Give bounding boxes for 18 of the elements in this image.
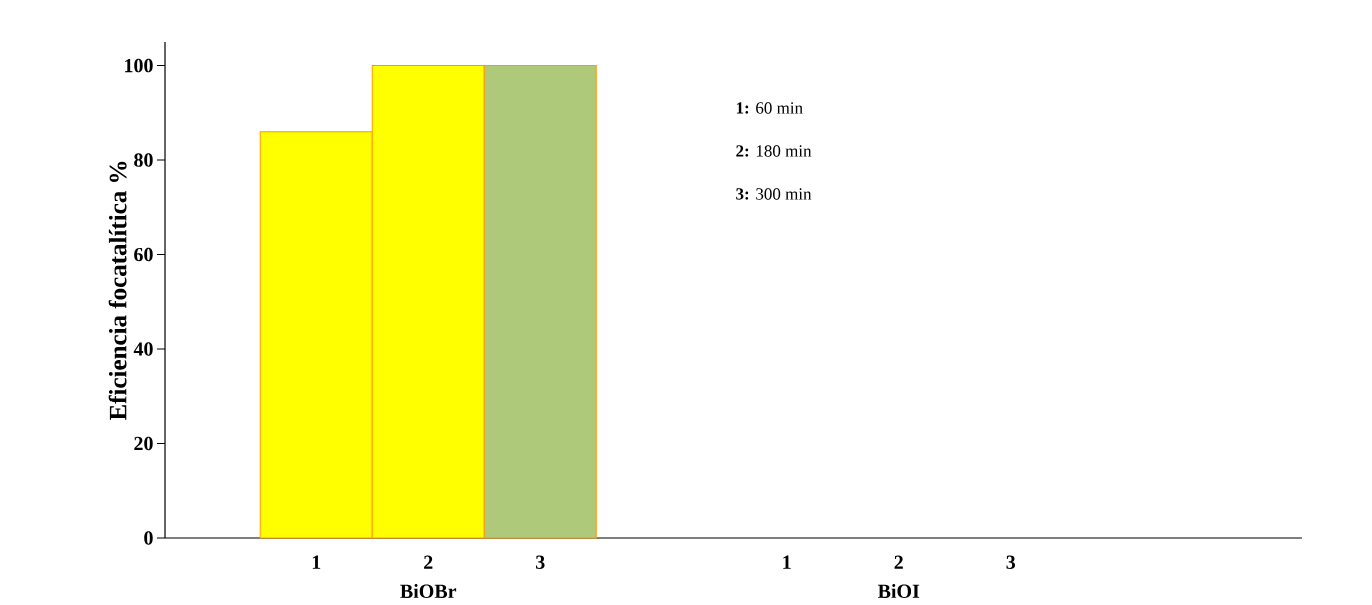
y-tick-label: 40	[133, 342, 153, 356]
text: BiOI	[877, 583, 920, 599]
x-tick-label: 3	[1006, 555, 1016, 569]
x-tick-label: 2	[424, 555, 433, 569]
y-tick-label: 0	[144, 531, 153, 545]
x-tick-label: 2	[894, 555, 903, 569]
x-tick-label: 1	[783, 555, 791, 569]
annotation: 2: 180 min	[736, 145, 812, 157]
y-tick-label: 100	[125, 58, 153, 73]
x-tick-label: 3	[536, 555, 545, 569]
text: BiOBr	[400, 583, 457, 599]
y-tick-label: 20	[134, 436, 153, 451]
y-tick-label: 60	[134, 247, 153, 262]
annotation: 1: 60 min	[736, 102, 803, 114]
y-axis-title: Eficiencia focatalítica %	[108, 161, 127, 421]
x-tick-label: 1	[312, 555, 321, 569]
annotation: 3: 300 min	[736, 188, 812, 200]
y-tick-label: 80	[134, 153, 153, 167]
